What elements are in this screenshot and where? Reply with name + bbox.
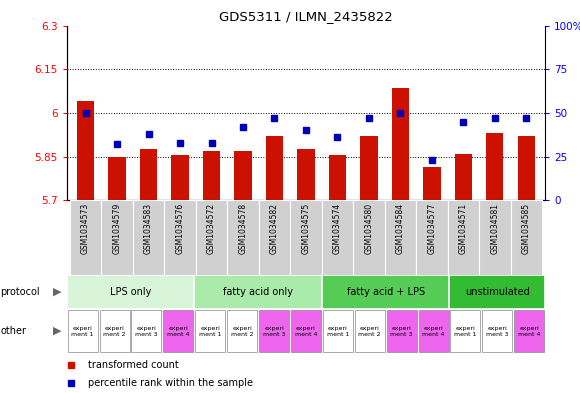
Bar	[68, 310, 97, 353]
Bar	[448, 200, 479, 275]
Bar	[164, 310, 193, 353]
Bar	[514, 310, 544, 353]
Text: GSM1034585: GSM1034585	[522, 203, 531, 254]
Text: GSM1034573: GSM1034573	[81, 203, 90, 254]
Text: experi
ment 4: experi ment 4	[518, 326, 541, 336]
Text: GSM1034575: GSM1034575	[302, 203, 310, 254]
Bar	[322, 200, 353, 275]
Bar	[385, 200, 416, 275]
Text: experi
ment 4: experi ment 4	[167, 326, 190, 336]
Bar	[194, 275, 322, 309]
Bar	[290, 200, 322, 275]
Bar	[510, 200, 542, 275]
Bar	[100, 310, 129, 353]
Text: GSM1034580: GSM1034580	[364, 203, 374, 254]
Text: experi
ment 3: experi ment 3	[135, 326, 158, 336]
Text: GSM1034579: GSM1034579	[113, 203, 122, 254]
Bar	[227, 310, 257, 353]
Bar	[108, 157, 126, 200]
Bar	[291, 310, 321, 353]
Text: percentile rank within the sample: percentile rank within the sample	[88, 378, 253, 388]
Text: GSM1034577: GSM1034577	[427, 203, 436, 254]
Text: experi
ment 3: experi ment 3	[263, 326, 285, 336]
Bar	[259, 310, 289, 353]
Bar	[450, 275, 545, 309]
Text: experi
ment 1: experi ment 1	[327, 326, 349, 336]
Bar	[203, 151, 220, 200]
Bar	[140, 149, 157, 200]
Bar	[234, 151, 252, 200]
Text: GSM1034576: GSM1034576	[176, 203, 184, 254]
Bar	[77, 101, 94, 200]
Text: GSM1034574: GSM1034574	[333, 203, 342, 254]
Bar	[70, 200, 101, 275]
Bar	[196, 200, 227, 275]
Text: experi
ment 4: experi ment 4	[295, 326, 317, 336]
Text: experi
ment 4: experi ment 4	[422, 326, 445, 336]
Bar	[164, 200, 196, 275]
Bar	[392, 88, 409, 200]
Bar	[419, 310, 448, 353]
Text: experi
ment 2: experi ment 2	[358, 326, 381, 336]
Title: GDS5311 / ILMN_2435822: GDS5311 / ILMN_2435822	[219, 10, 393, 23]
Text: GSM1034583: GSM1034583	[144, 203, 153, 254]
Text: ▶: ▶	[53, 287, 62, 297]
Bar	[322, 275, 450, 309]
Bar	[323, 310, 353, 353]
Bar	[518, 136, 535, 200]
Text: GSM1034584: GSM1034584	[396, 203, 405, 254]
Bar	[416, 200, 448, 275]
Text: ▶: ▶	[53, 326, 62, 336]
Text: transformed count: transformed count	[88, 360, 179, 370]
Bar	[483, 310, 512, 353]
Text: fatty acid + LPS: fatty acid + LPS	[347, 287, 425, 297]
Bar	[67, 275, 194, 309]
Bar	[387, 310, 416, 353]
Text: unstimulated: unstimulated	[465, 287, 530, 297]
Text: GSM1034581: GSM1034581	[490, 203, 499, 253]
Bar	[486, 133, 503, 200]
Text: experi
ment 2: experi ment 2	[231, 326, 253, 336]
Text: GSM1034578: GSM1034578	[238, 203, 248, 254]
Bar	[355, 310, 385, 353]
Text: GSM1034572: GSM1034572	[207, 203, 216, 254]
Text: fatty acid only: fatty acid only	[223, 287, 293, 297]
Text: experi
ment 2: experi ment 2	[103, 326, 126, 336]
Text: protocol: protocol	[1, 287, 40, 297]
Bar	[423, 167, 441, 200]
Text: GSM1034582: GSM1034582	[270, 203, 279, 253]
Text: experi
ment 1: experi ment 1	[71, 326, 94, 336]
Bar	[298, 149, 314, 200]
Bar	[195, 310, 225, 353]
Bar	[171, 155, 188, 200]
Bar	[451, 310, 480, 353]
Text: experi
ment 3: experi ment 3	[486, 326, 509, 336]
Bar	[360, 136, 378, 200]
Text: GSM1034571: GSM1034571	[459, 203, 468, 254]
Bar	[227, 200, 259, 275]
Bar	[353, 200, 385, 275]
Text: experi
ment 1: experi ment 1	[454, 326, 477, 336]
Bar	[259, 200, 290, 275]
Bar	[455, 154, 472, 200]
Bar	[132, 310, 161, 353]
Bar	[266, 136, 283, 200]
Bar	[479, 200, 510, 275]
Text: experi
ment 1: experi ment 1	[199, 326, 222, 336]
Bar	[133, 200, 164, 275]
Text: other: other	[1, 326, 27, 336]
Bar	[102, 200, 133, 275]
Text: experi
ment 3: experi ment 3	[390, 326, 413, 336]
Bar	[329, 155, 346, 200]
Text: LPS only: LPS only	[110, 287, 151, 297]
